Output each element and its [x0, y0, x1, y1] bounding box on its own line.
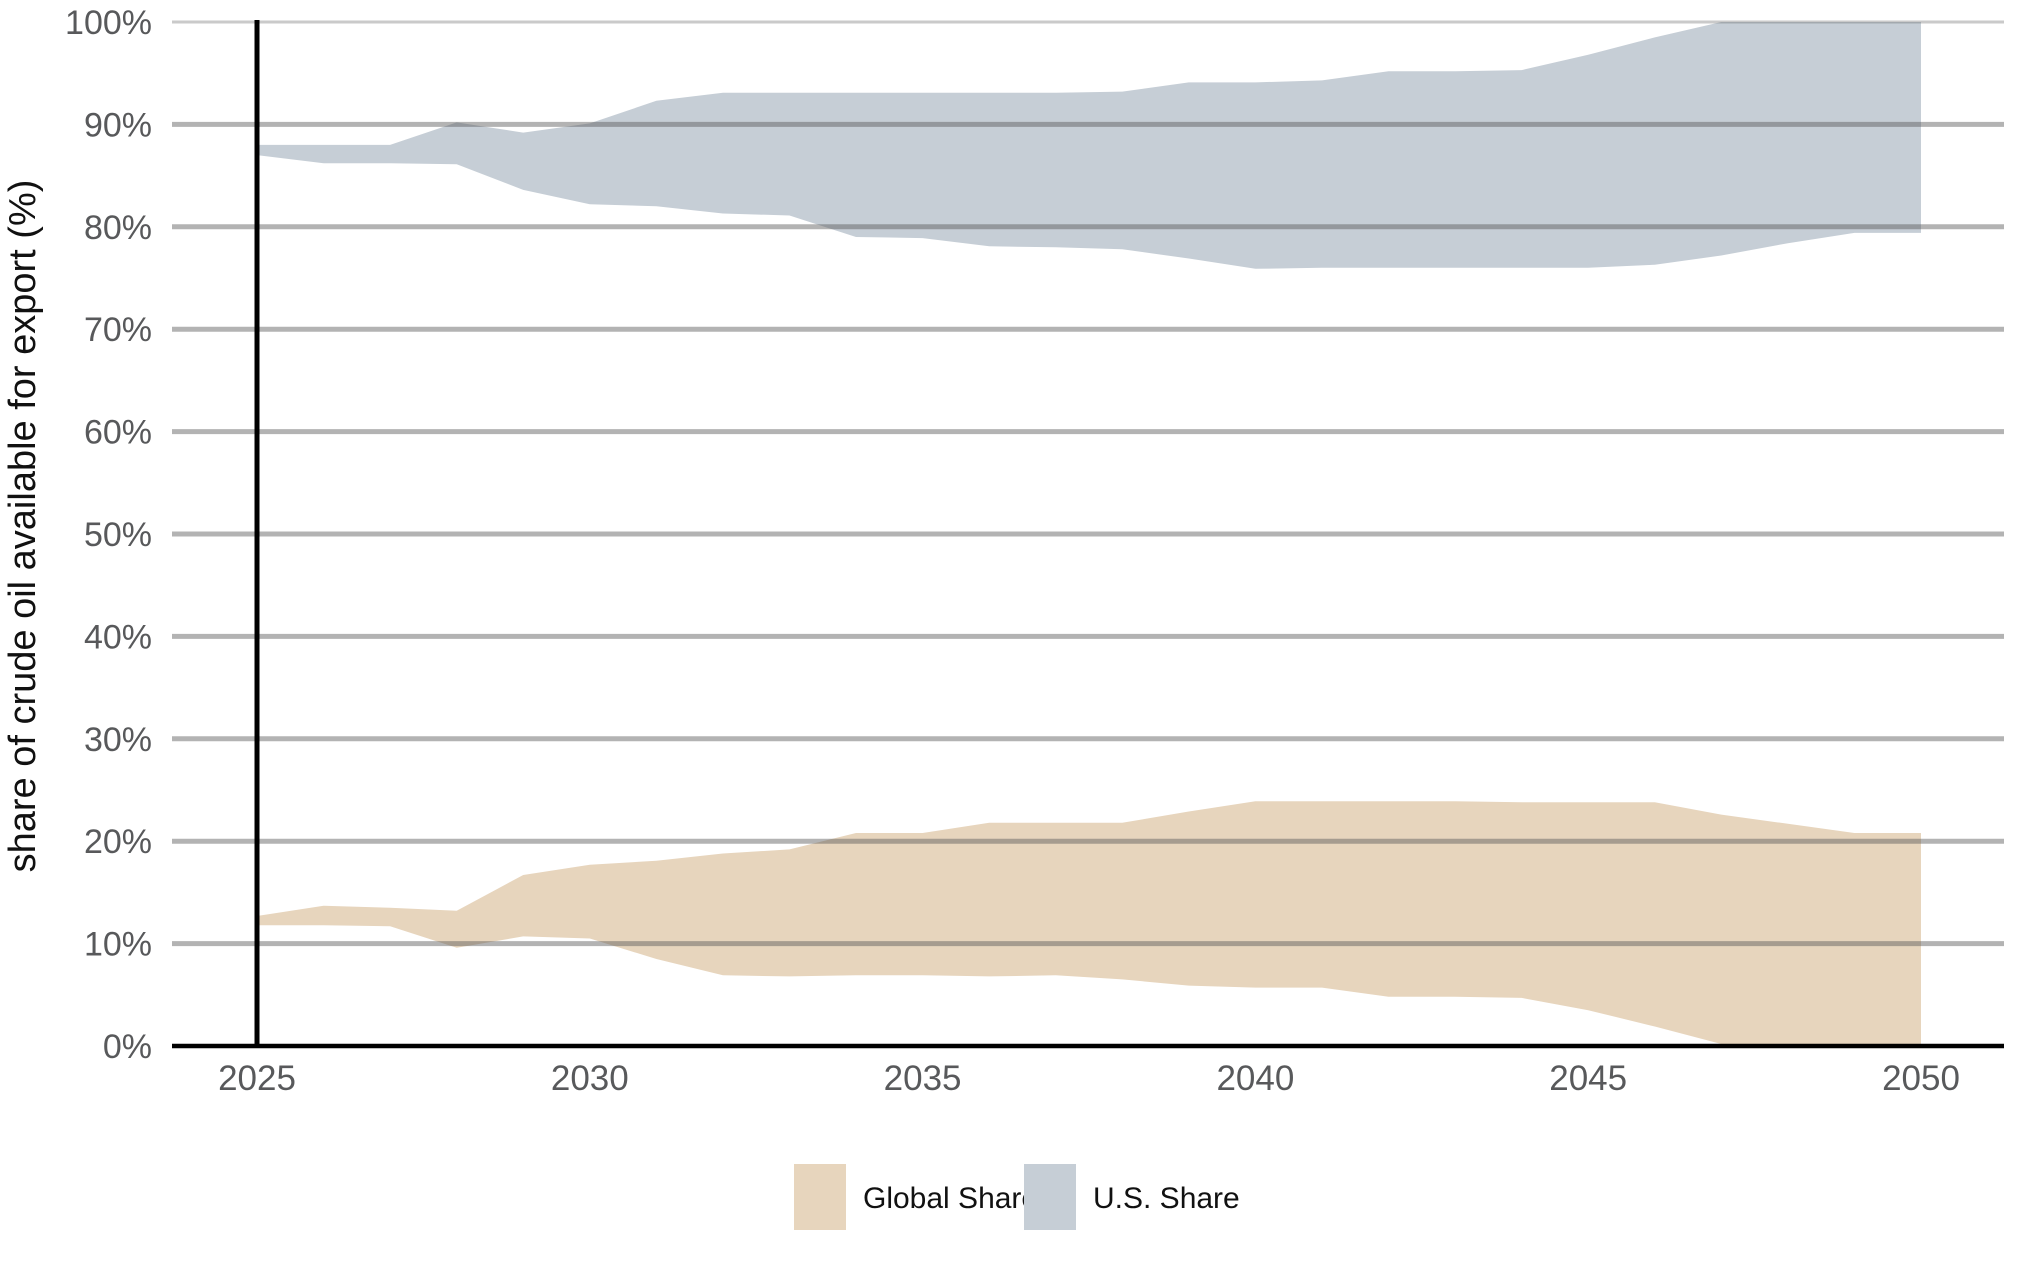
y-tick-label-30: 30%: [84, 721, 152, 759]
bands-layer: [257, 22, 1921, 1046]
legend-label-us-share: U.S. Share: [1093, 1182, 1240, 1215]
y-tick-label-40: 40%: [84, 618, 152, 656]
y-tick-label-80: 80%: [84, 209, 152, 247]
gridlines-layer: [172, 20, 2004, 947]
u-s-share-band: [257, 22, 1921, 269]
y-tick-label-90: 90%: [84, 106, 152, 144]
x-tick-label-2025: 2025: [218, 1059, 296, 1098]
x-tick-label-2035: 2035: [884, 1059, 962, 1098]
y-axis-title: share of crude oil available for export …: [2, 180, 44, 873]
y-tick-label-10: 10%: [84, 926, 152, 964]
x-tick-label-2040: 2040: [1216, 1059, 1294, 1098]
y-tick-label-70: 70%: [84, 311, 152, 349]
y-tick-label-50: 50%: [84, 516, 152, 554]
y-tick-label-20: 20%: [84, 823, 152, 861]
axis-layer: [172, 20, 2004, 1049]
x-tick-label-2045: 2045: [1549, 1059, 1627, 1098]
legend-swatch-global-share: [794, 1164, 846, 1230]
y-tick-label-100: 100%: [65, 4, 152, 42]
x-tick-label-2030: 2030: [551, 1059, 629, 1098]
legend-swatch-us-share: [1024, 1164, 1076, 1230]
y-tick-label-0: 0%: [103, 1028, 152, 1066]
tick-label-layer: 0% 10% 20% 30% 40% 50% 60% 70% 80% 90% 100% 2025 203…: [65, 4, 1960, 1098]
x-tick-label-2050: 2050: [1882, 1059, 1960, 1098]
legend-label-global-share: Global Share: [863, 1182, 1038, 1215]
global-share-band: [257, 801, 1921, 1046]
legend: Global Share U.S. Share: [794, 1164, 1240, 1230]
y-tick-label-60: 60%: [84, 414, 152, 452]
